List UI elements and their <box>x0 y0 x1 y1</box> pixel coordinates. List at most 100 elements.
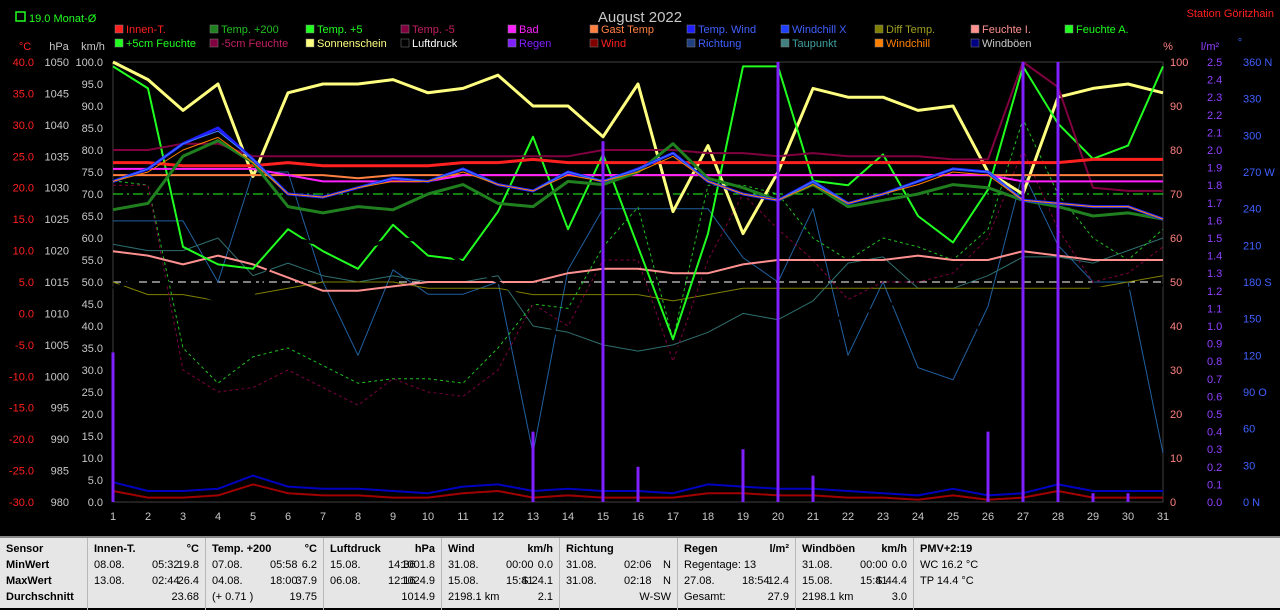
legend-label: -5cm Feuchte <box>221 38 288 50</box>
tick-kmh: 85.0 <box>82 123 103 135</box>
tick-degrees: 30 <box>1243 460 1255 472</box>
tick-day: 31 <box>1157 511 1169 523</box>
tick-rain: 1.7 <box>1207 198 1222 210</box>
legend-swatch <box>686 24 696 34</box>
legend-label: Taupunkt <box>792 38 837 50</box>
tick-hpa: 1045 <box>45 88 69 100</box>
stat-unit: °C <box>304 543 317 555</box>
tick-kmh: 20.0 <box>82 409 103 421</box>
legend-label: Bad <box>519 24 539 36</box>
tick-day: 17 <box>667 511 679 523</box>
tick-percent: 0 <box>1170 497 1176 509</box>
tick-day: 22 <box>842 511 854 523</box>
tick-rain: 2.4 <box>1207 75 1222 87</box>
legend-swatch <box>589 24 599 34</box>
station-name: Station Göritzhain <box>1187 8 1274 20</box>
tick-celsius: -25.0 <box>9 466 34 478</box>
rain-bar <box>776 62 780 502</box>
stat-unit: km/h <box>881 543 907 555</box>
chart-title: August 2022 <box>598 9 682 26</box>
legend-swatch <box>400 24 410 34</box>
stat-max-time: 15:41 <box>860 575 888 587</box>
tick-rain: 0.5 <box>1207 409 1222 421</box>
stat-min-time: 00:00 <box>506 559 534 571</box>
series-line-feuchte-i <box>112 250 1163 292</box>
axis-title-rain: l/m² <box>1201 41 1220 53</box>
legend-swatch <box>780 24 790 34</box>
stat-min-date: 15.08. <box>330 559 361 571</box>
stat-min-date: 31.08. <box>448 559 479 571</box>
tick-hpa: 1015 <box>45 277 69 289</box>
legend-label: +5cm Feuchte <box>126 38 196 50</box>
stat-min-value: 6.2 <box>301 559 317 571</box>
tick-degrees: 210 <box>1243 240 1261 252</box>
tick-day: 27 <box>1017 511 1029 523</box>
stat-title: Windböen <box>802 543 856 555</box>
tick-rain: 0.4 <box>1207 427 1222 439</box>
stat-max-time: 18:00 <box>270 575 298 587</box>
tick-percent: 10 <box>1170 453 1182 465</box>
row-label-avg: Durchschnitt <box>6 591 74 603</box>
tick-celsius: 20.0 <box>13 183 34 195</box>
series-line-5cm-feuchte <box>112 118 1164 384</box>
tick-celsius: -10.0 <box>9 371 34 383</box>
stat-max-value: S 24.1 <box>521 575 553 587</box>
tick-day: 18 <box>702 511 714 523</box>
stat-avg-value: 1014.9 <box>401 591 435 603</box>
stats-block-richtung: Richtung 31.08. 02:06 N 31.08. 02:18 N W-SW <box>560 538 678 610</box>
stats-block-regen: Regen l/m² Regentage: 13 27.08. 18:54 12.4 … <box>678 538 796 610</box>
tick-hpa: 1020 <box>45 246 69 258</box>
tick-day: 7 <box>320 511 326 523</box>
tick-day: 13 <box>527 511 539 523</box>
stat-min-value: 0.0 <box>891 559 907 571</box>
stat-max-date: 27.08. <box>684 575 715 587</box>
stat-avg-note: (+ 0.71 ) <box>212 591 254 603</box>
rain-bar <box>1021 62 1025 502</box>
tick-rain: 0.7 <box>1207 374 1222 386</box>
series-line-5cm-feuchte <box>113 149 1164 406</box>
tick-celsius: 15.0 <box>13 214 34 226</box>
tick-degrees: 120 <box>1243 350 1261 362</box>
legend-label: Regen <box>519 38 551 50</box>
legend-label: Temp. -5 <box>412 24 455 36</box>
legend-swatch <box>970 38 980 48</box>
axis-title-percent: % <box>1163 41 1173 53</box>
stat-avg-note: 2198.1 km <box>802 591 854 603</box>
stat-max-time: 12:16 <box>388 575 416 587</box>
tick-kmh: 30.0 <box>82 365 103 377</box>
tick-day: 23 <box>877 511 889 523</box>
legend-swatch <box>970 24 980 34</box>
rain-bar <box>1091 493 1095 502</box>
chart-background <box>0 0 1280 536</box>
stat-avg-value: 19.75 <box>289 591 317 603</box>
tick-day: 3 <box>180 511 186 523</box>
stat-min-time: 00:00 <box>860 559 888 571</box>
stat-min-value: 0.0 <box>537 559 553 571</box>
stat-max-date: 06.08. <box>330 575 361 587</box>
tick-kmh: 25.0 <box>82 387 103 399</box>
stat-max-date: 31.08. <box>566 575 597 587</box>
stat-max-value: 37.9 <box>295 575 317 587</box>
tick-celsius: 35.0 <box>13 88 34 100</box>
stat-max-date: 13.08. <box>94 575 125 587</box>
stat-min-date: 31.08. <box>566 559 597 571</box>
stats-panel: Sensor MinWert MaxWert Durchschnitt Inne… <box>0 536 1280 610</box>
tick-rain: 1.8 <box>1207 180 1222 192</box>
tick-kmh: 45.0 <box>82 299 103 311</box>
tick-degrees: 60 <box>1243 424 1255 436</box>
stat-min-time: 05:32 <box>152 559 180 571</box>
stat-max-time: 15:41 <box>506 575 534 587</box>
tick-degrees: 180 S <box>1243 277 1272 289</box>
tick-rain: 0.6 <box>1207 391 1222 403</box>
row-label-min: MinWert <box>6 559 50 571</box>
tick-hpa: 1035 <box>45 151 69 163</box>
tick-hpa: 1025 <box>45 214 69 226</box>
stat-avg-value: 2.1 <box>537 591 553 603</box>
stat-unit: °C <box>186 543 199 555</box>
legend-label: Temp. +200 <box>221 24 279 36</box>
legend-swatch <box>589 38 599 48</box>
tick-kmh: 55.0 <box>82 255 103 267</box>
legend-swatch <box>400 38 410 48</box>
tick-celsius: -5.0 <box>15 340 34 352</box>
series-line-innen-t <box>113 157 1163 168</box>
